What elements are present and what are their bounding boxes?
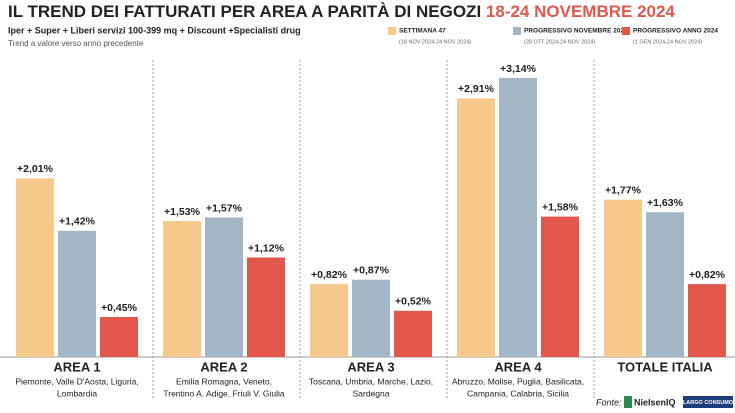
category-detail: Campania, Calabria, Sicilia — [467, 388, 569, 398]
value-label: +1,12% — [248, 242, 285, 254]
value-label: +2,01% — [17, 163, 54, 175]
value-label: +1,77% — [605, 185, 642, 197]
bar — [163, 221, 201, 357]
value-label: +3,14% — [500, 63, 537, 75]
logo-box — [683, 396, 733, 408]
category-detail: Piemonte, Valle D'Aosta, Liguria, — [15, 376, 138, 386]
value-label: +1,42% — [59, 216, 96, 228]
legend-label: PROGRESSIVO ANNO 2024 — [633, 28, 718, 35]
value-label: +1,57% — [206, 202, 243, 214]
category-detail: Emilia Romagna, Veneto, — [176, 376, 272, 386]
bar — [58, 230, 96, 357]
bar — [499, 78, 537, 357]
bar — [16, 178, 54, 357]
value-label: +0,82% — [689, 269, 726, 281]
category-detail: Abruzzo, Molise, Puglia, Basilicata, — [452, 376, 584, 386]
source: NielsenIQ — [634, 397, 676, 407]
bar — [352, 279, 390, 357]
note: Trend a valore verso anno precedente — [8, 39, 144, 48]
value-label: +1,63% — [647, 197, 684, 209]
category-label: AREA 3 — [347, 359, 394, 374]
legend-period: (28 OTT 2024-24 NOV 2024) — [524, 39, 595, 45]
source: LARGO CONSUMO — [683, 400, 734, 406]
category-detail: Toscana, Umbria, Marche, Lazio, — [309, 376, 433, 386]
source-label: Fonte: — [596, 397, 622, 407]
legend-label: SETTIMANA 47 — [399, 28, 446, 35]
bar — [604, 199, 642, 357]
bar — [310, 284, 348, 357]
value-label: +1,53% — [164, 206, 201, 218]
bar — [205, 217, 243, 357]
value-label: +2,91% — [458, 83, 495, 95]
value-label: +0,82% — [311, 269, 348, 281]
bar — [394, 310, 432, 357]
value-label: +0,45% — [101, 302, 138, 314]
legend-period: (1 GEN 2024-24 NOV 2024) — [633, 39, 702, 45]
category-label: AREA 4 — [494, 359, 542, 374]
bar — [457, 98, 495, 357]
title-main: IL TREND DEI FATTURATI PER AREA A PARITÀ… — [8, 2, 481, 21]
category-label: AREA 2 — [200, 359, 247, 374]
legend-period: (18 NOV 2024-24 NOV 2024) — [399, 39, 471, 45]
bar — [646, 212, 684, 357]
category-label: TOTALE ITALIA — [617, 359, 713, 374]
category-detail: Trentino A. Adige, Friuli V. Giulia — [163, 388, 285, 398]
bar — [688, 284, 726, 357]
value-label: +0,52% — [395, 296, 432, 308]
title-highlight: 18-24 NOVEMBRE 2024 — [486, 2, 676, 21]
chart-title: IL TREND DEI FATTURATI PER AREA A PARITÀ… — [8, 2, 675, 21]
bar — [100, 317, 138, 357]
legend-label: PROGRESSIVO NOVEMBRE 2024 — [524, 28, 628, 35]
subtitle: Iper + Super + Liberi servizi 100-399 mq… — [8, 25, 301, 35]
category-label: AREA 1 — [53, 359, 100, 374]
legend-swatch — [622, 27, 630, 35]
bar — [541, 216, 579, 357]
legend-swatch — [513, 27, 521, 35]
value-label: +0,87% — [353, 264, 390, 276]
logo-icon — [624, 396, 632, 408]
value-label: +1,58% — [542, 201, 579, 213]
category-detail: Lombardia — [57, 388, 97, 398]
bar — [247, 257, 285, 357]
category-detail: Sardegna — [353, 388, 390, 398]
legend-swatch — [388, 27, 396, 35]
